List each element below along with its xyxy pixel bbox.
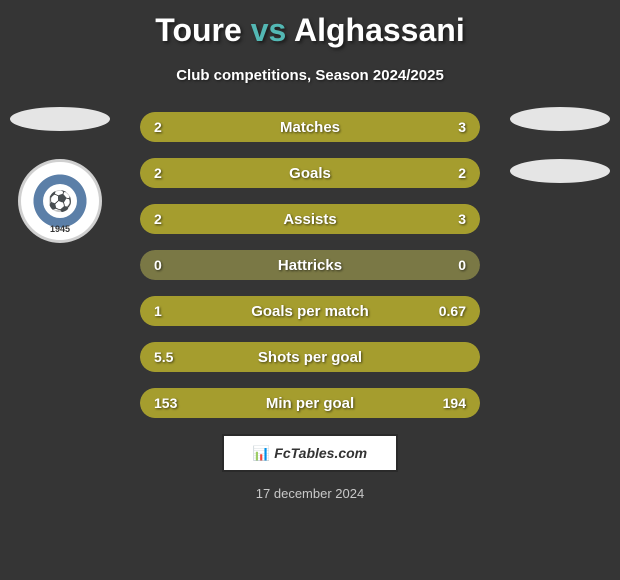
soccer-ball-icon: ⚽ — [43, 184, 77, 218]
footer-date: 17 december 2024 — [0, 486, 620, 501]
stat-bar: 5.5Shots per goal — [140, 342, 480, 372]
stat-bar: 23Assists — [140, 204, 480, 234]
brand-logo[interactable]: 📊 FcTables.com — [222, 434, 398, 472]
player2-name: Alghassani — [294, 12, 465, 48]
stat-label: Goals per match — [140, 296, 480, 326]
vs-text: vs — [251, 12, 287, 48]
brand-text: FcTables.com — [274, 445, 367, 461]
content-area: ⚽ 1945 23Matches 22Goals 23Assists 00Hattri… — [0, 112, 620, 418]
stat-label: Goals — [140, 158, 480, 188]
comparison-title: Toure vs Alghassani — [0, 0, 620, 49]
stat-label: Matches — [140, 112, 480, 142]
stat-bar: 10.67Goals per match — [140, 296, 480, 326]
subtitle: Club competitions, Season 2024/2025 — [0, 67, 620, 84]
stat-bar: 153194Min per goal — [140, 388, 480, 418]
club-badge-left: ⚽ 1945 — [18, 159, 102, 243]
left-badges-column: ⚽ 1945 — [10, 107, 110, 253]
stat-bar: 22Goals — [140, 158, 480, 188]
club-badge-inner: ⚽ — [29, 170, 91, 232]
chart-icon: 📊 — [253, 445, 270, 462]
right-badges-column — [510, 107, 610, 211]
country-badge-placeholder-right-1 — [510, 107, 610, 131]
stat-label: Shots per goal — [140, 342, 480, 372]
stat-bar: 00Hattricks — [140, 250, 480, 280]
player1-name: Toure — [155, 12, 242, 48]
stat-bar: 23Matches — [140, 112, 480, 142]
club-year: 1945 — [50, 224, 70, 234]
stats-bars: 23Matches 22Goals 23Assists 00Hattricks 10.6… — [140, 112, 480, 418]
stat-label: Hattricks — [140, 250, 480, 280]
stat-label: Assists — [140, 204, 480, 234]
stat-label: Min per goal — [140, 388, 480, 418]
country-badge-placeholder-left — [10, 107, 110, 131]
country-badge-placeholder-right-2 — [510, 159, 610, 183]
